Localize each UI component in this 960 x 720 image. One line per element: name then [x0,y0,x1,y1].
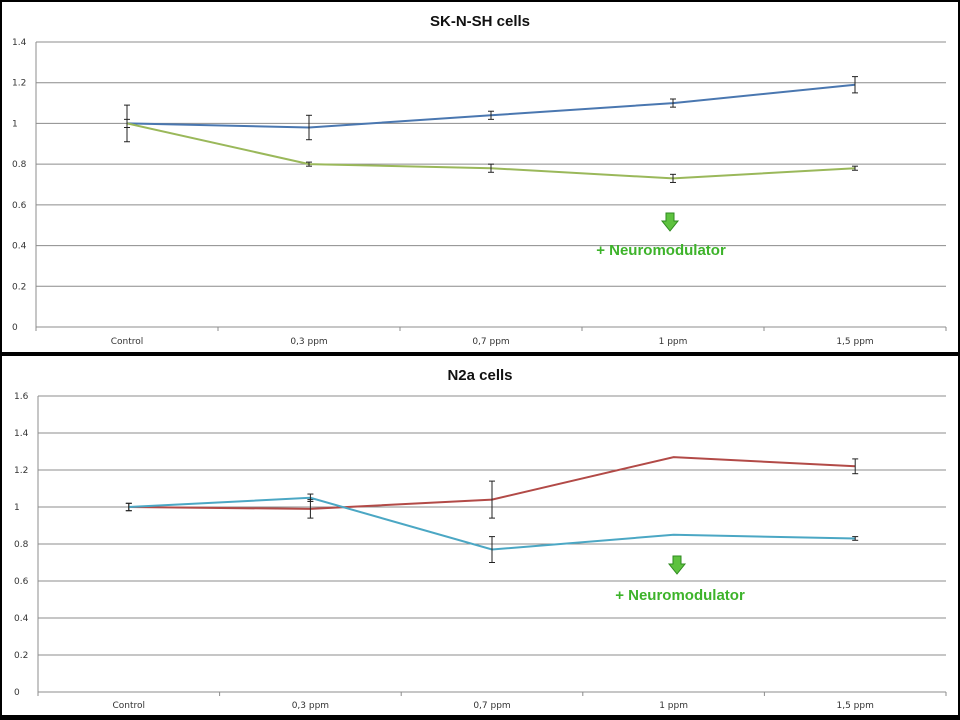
x-tick-label: 0,3 ppm [290,337,327,347]
y-tick-label: 1.2 [12,79,26,89]
down-arrow-icon [660,212,680,232]
y-tick-label: 0.6 [12,201,27,211]
y-tick-label: 1 [14,503,20,513]
chart-title: SK-N-SH cells [430,13,530,30]
series-line [126,83,856,129]
annotation-label: + Neuromodulator [596,242,726,259]
chart-sk-n-sh-svg: SK-N-SH cells 0 0.2 0.4 0.6 0.8 1 1.2 1.4 Contro… [12,13,947,347]
x-tick-label: 0,7 ppm [472,337,509,347]
y-tick-label: 0.8 [12,160,27,170]
y-tick-label: 0.2 [12,282,26,292]
x-tick-label: 1 ppm [659,337,688,347]
chart-n2a-svg: N2a cells 0 0.2 0.4 0.6 0.8 1 1.2 1.4 1.6 Control… [14,367,947,711]
y-tick-label: 0 [14,688,20,698]
y-tick-label: 0.6 [14,577,29,587]
chart-title: N2a cells [447,367,512,384]
down-arrow-icon [667,555,687,575]
x-tick-label: 1 ppm [659,701,688,711]
x-tick-label: 1,5 ppm [837,701,874,711]
x-tick-label: 0,7 ppm [473,701,510,711]
x-tick-label: Control [111,337,144,347]
chart-panel-sk-n-sh: SK-N-SH cells 0 0.2 0.4 0.6 0.8 1 1.2 1.4 Contro… [2,2,958,352]
y-tick-label: 1.2 [14,466,28,476]
y-tick-label: 0.2 [14,651,28,661]
x-tick-label: 1,5 ppm [836,337,873,347]
y-tick-label: 0.4 [12,242,27,252]
x-tick-label: 0,3 ppm [292,701,329,711]
x-tick-label: Control [113,701,146,711]
y-tick-label: 0.4 [14,614,29,624]
y-tick-label: 1.6 [14,392,29,402]
plot-area: 0 0.2 0.4 0.6 0.8 1 1.2 1.4 1.6 Control 0,3 ppm 0,7… [14,392,947,711]
annotation-label: + Neuromodulator [615,587,745,604]
y-tick-label: 0.8 [14,540,29,550]
chart-panel-n2a: N2a cells 0 0.2 0.4 0.6 0.8 1 1.2 1.4 1.6 Control… [2,356,958,715]
y-tick-label: 1 [12,119,18,129]
plot-area: 0 0.2 0.4 0.6 0.8 1 1.2 1.4 Control 0,3 ppm 0,7 pp… [12,38,947,347]
y-tick-label: 1.4 [14,429,29,439]
y-tick-label: 1.4 [12,38,27,48]
y-tick-label: 0 [12,323,18,333]
